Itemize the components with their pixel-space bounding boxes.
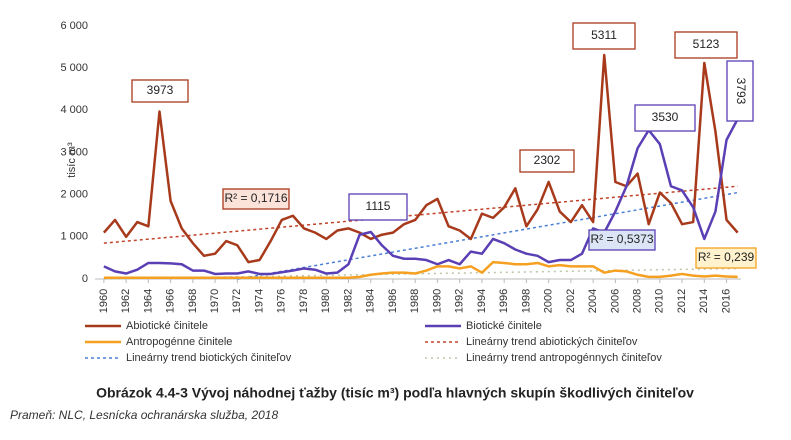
x-tick-label: 1962 [120,289,132,313]
x-tick-label: 2016 [720,289,732,313]
x-tick-label: 2006 [609,289,621,313]
y-tick-label: 2 000 [60,189,88,201]
annotation-box [695,247,757,269]
legend-label: Lineárny trend antropogénnych činiteľov [466,352,662,364]
x-tick-label: 1968 [187,289,199,313]
x-tick-label: 1982 [342,289,354,313]
x-tick-label: 1996 [498,289,510,313]
annotation: 2302 [534,153,561,167]
legend-label: Biotické činitele [466,320,542,332]
annotation: R² = 0,1716 [224,191,287,205]
annotation-box [634,104,696,132]
x-tick-label: 1960 [98,289,110,313]
annotation: 3973 [147,83,174,97]
x-tick-label: 1974 [253,289,265,313]
series-line [102,53,739,264]
x-tick-label: 2004 [587,289,599,313]
y-tick-label: 3 000 [60,146,88,158]
annotation-box [588,229,656,251]
source: Prameň: NLC, Lesnícka ochranárska služba… [10,408,278,422]
x-tick-label: 1992 [454,289,466,313]
annotation: 5123 [693,37,720,51]
y-tick-label: 4 000 [60,104,88,116]
x-tick-label: 1998 [520,289,532,313]
x-tick-label: 1980 [320,289,332,313]
x-tick-label: 1984 [365,289,377,313]
x-tick-label: 2002 [565,289,577,313]
annotation-box [222,188,290,210]
y-tick-label: 5 000 [60,62,88,74]
annotation-box [674,31,738,59]
y-axis-label: tisíc m³ [66,142,78,178]
legend-label: Lineárny trend biotických činiteľov [126,352,292,364]
annotation-box [131,79,189,103]
caption: Obrázok 4.4-3 Vývoj náhodnej ťažby (tisí… [96,385,694,401]
series-line [103,260,738,279]
x-tick-label: 1990 [431,289,443,313]
x-tick-label: 1976 [276,289,288,313]
legend-label: Lineárny trend abiotických činiteľov [466,336,638,348]
x-tick-label: 1972 [231,289,243,313]
annotation-box [572,22,636,50]
x-tick-label: 1978 [298,289,310,313]
trend-line [103,267,738,280]
x-tick-label: 2010 [654,289,666,313]
x-tick-label: 2008 [632,289,644,313]
annotation: 5311 [591,28,617,42]
series-line [103,118,739,276]
x-tick-label: 1966 [165,289,177,313]
y-tick-label: 0 [82,273,88,285]
y-tick-label: 1 000 [60,231,88,243]
x-tick-label: 2012 [676,289,688,313]
x-tick-label: 2014 [698,289,710,313]
annotation-box [726,60,754,122]
x-tick-label: 1994 [476,289,488,313]
trend-line [103,185,738,244]
annotation: R² = 0,5373 [590,232,653,246]
legend-label: Antropogénne činitele [126,336,232,348]
x-tick-label: 2000 [543,289,555,313]
x-tick-label: 1964 [142,289,154,313]
annotation-box [519,149,575,173]
y-tick-label: 6 000 [60,20,88,32]
annotation: 3530 [652,110,679,124]
annotation: R² = 0,239 [698,250,755,264]
annotation-box [348,193,408,221]
x-tick-label: 1986 [387,289,399,313]
legend-label: Abiotické činitele [126,320,208,332]
annotation: 3793 [734,78,748,105]
trend-line [237,191,738,280]
x-tick-label: 1970 [209,289,221,313]
annotation: 1115 [366,199,391,213]
x-tick-label: 1988 [409,289,421,313]
